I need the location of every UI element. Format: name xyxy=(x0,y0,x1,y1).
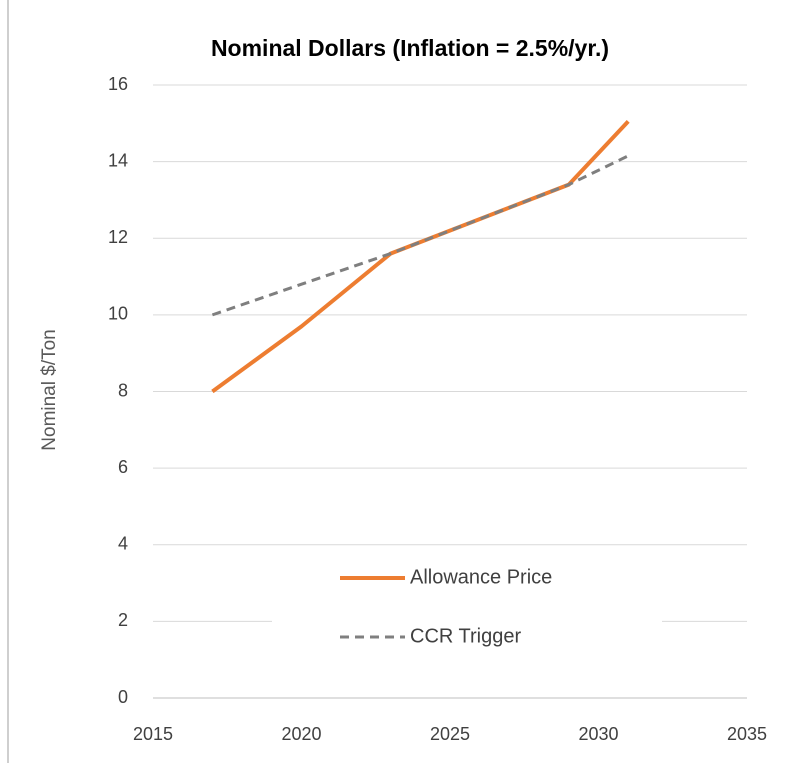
y-tick-label: 16 xyxy=(108,74,128,94)
x-tick-label: 2025 xyxy=(430,724,470,744)
y-tick-label: 10 xyxy=(108,304,128,324)
legend-label: Allowance Price xyxy=(410,566,552,588)
y-tick-label: 8 xyxy=(118,380,128,400)
x-tick-label: 2020 xyxy=(281,724,321,744)
y-tick-label: 14 xyxy=(108,150,128,170)
y-axis-label: Nominal $/Ton xyxy=(39,329,60,450)
x-tick-label: 2035 xyxy=(727,724,767,744)
legend-box xyxy=(272,555,662,660)
y-tick-label: 6 xyxy=(118,457,128,477)
x-tick-label: 2015 xyxy=(133,724,173,744)
legend-label: CCR Trigger xyxy=(410,625,521,647)
x-tick-label: 2030 xyxy=(578,724,618,744)
y-tick-label: 4 xyxy=(118,534,128,554)
chart-title: Nominal Dollars (Inflation = 2.5%/yr.) xyxy=(211,35,609,61)
y-tick-label: 12 xyxy=(108,227,128,247)
series-line xyxy=(211,154,629,317)
y-tick-label: 2 xyxy=(118,610,128,630)
y-tick-label: 0 xyxy=(118,687,128,707)
